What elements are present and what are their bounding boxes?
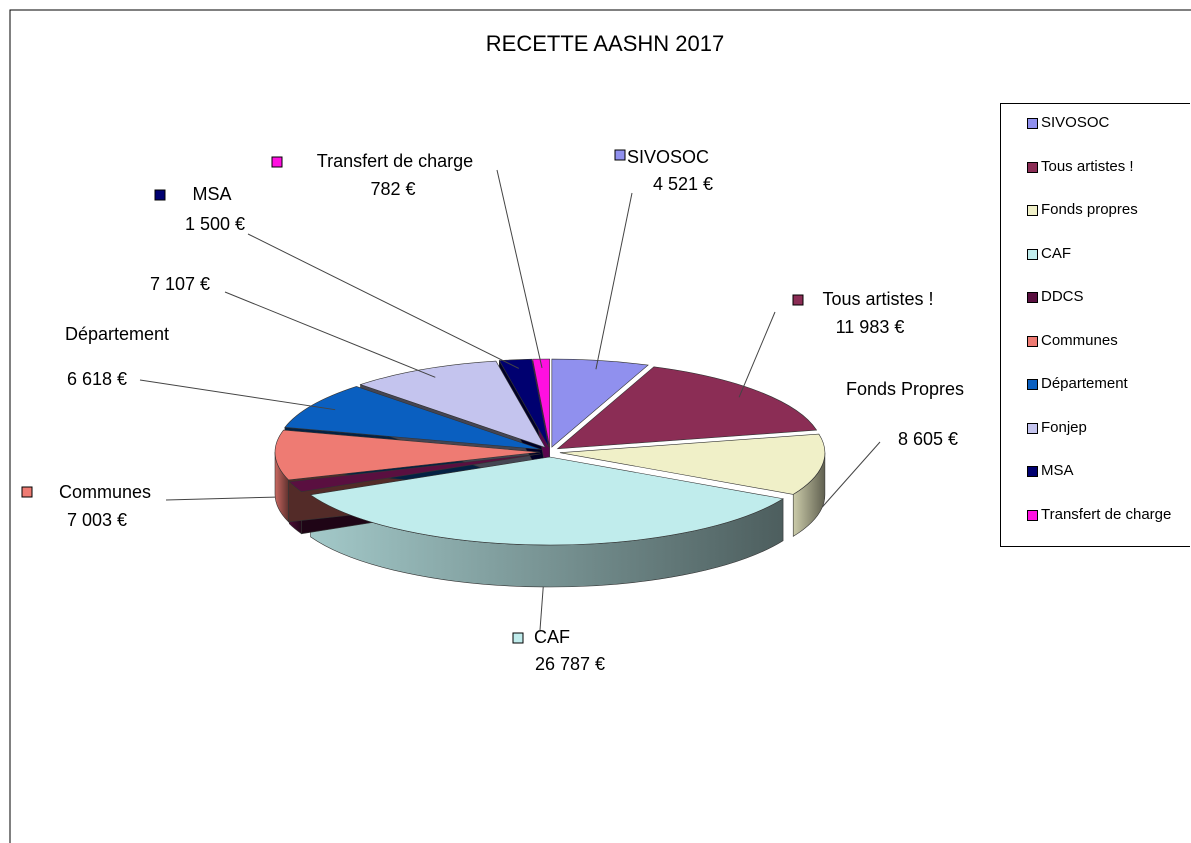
- slice-label: Communes: [59, 482, 151, 502]
- slice-label: Transfert de charge: [317, 151, 473, 171]
- legend-label: MSA: [1041, 462, 1074, 479]
- legend-swatch: [1027, 335, 1038, 347]
- legend-item: Transfert de charge: [1027, 505, 1177, 549]
- label-swatch: [614, 149, 626, 161]
- legend-swatch: [1027, 205, 1038, 216]
- legend-label: CAF: [1041, 244, 1071, 262]
- label-swatch: [271, 156, 283, 168]
- slice: [274, 429, 541, 481]
- value-label: 7 107 €: [150, 274, 210, 294]
- leader-line: [224, 291, 436, 378]
- leader-line: [496, 169, 543, 368]
- legend-label: SIVOSOC: [1041, 114, 1110, 131]
- leader-line: [821, 441, 881, 508]
- legend-swatch: [1027, 118, 1038, 129]
- legend-item: Département: [1027, 374, 1177, 418]
- leader-line: [738, 311, 776, 398]
- legend-item: SIVOSOC: [1027, 113, 1177, 157]
- label-swatch: [512, 632, 524, 644]
- legend-item: CAF: [1027, 244, 1177, 288]
- legend-label: Communes: [1041, 331, 1118, 349]
- legend-item: Tous artistes !: [1027, 157, 1177, 201]
- legend: SIVOSOC Tous artistes ! Fonds propres CAF DD…: [1000, 103, 1190, 547]
- slice-label: MSA: [192, 184, 231, 204]
- label-swatch: [792, 294, 804, 306]
- slice: [284, 386, 542, 450]
- legend-item: Communes: [1027, 331, 1177, 375]
- slice-label: CAF: [534, 627, 570, 647]
- legend-item: DDCS: [1027, 287, 1177, 331]
- legend-label: Tous artistes !: [1041, 157, 1134, 175]
- legend-swatch: [1027, 509, 1038, 521]
- legend-item: Fonds propres: [1027, 200, 1177, 244]
- chart-title: RECETTE AASHN 2017: [486, 31, 724, 56]
- chart-frame: [9, 9, 1191, 843]
- legend-item: Fonjep: [1027, 418, 1177, 462]
- legend-swatch: [1027, 248, 1038, 260]
- legend-swatch: [1027, 161, 1038, 173]
- value-label: 8 605 €: [898, 429, 958, 449]
- legend-swatch: [1027, 379, 1038, 390]
- legend-label: DDCS: [1041, 288, 1084, 305]
- slice-label: SIVOSOC: [627, 147, 709, 167]
- slice: [556, 366, 818, 450]
- slice-label: Département: [65, 324, 169, 344]
- legend-label: Fonjep: [1041, 418, 1087, 436]
- value-label: 7 003 €: [67, 510, 127, 530]
- slice: [551, 358, 649, 448]
- value-label: 4 521 €: [653, 174, 713, 194]
- leader-line: [595, 192, 633, 370]
- slice: [288, 453, 541, 493]
- legend-item: MSA: [1027, 461, 1177, 505]
- slice: [559, 433, 826, 495]
- slice-label: Fonds Propres: [846, 379, 964, 399]
- legend-label: Fonds propres: [1041, 201, 1138, 218]
- slice: [309, 456, 784, 546]
- slice: [359, 360, 547, 449]
- legend-label: Département: [1041, 375, 1128, 392]
- legend-label: Transfert de charge: [1041, 505, 1172, 523]
- legend-swatch: [1027, 422, 1038, 434]
- slice: [498, 358, 550, 448]
- value-label: 6 618 €: [67, 369, 127, 389]
- value-label: 26 787 €: [535, 654, 605, 674]
- legend-swatch: [1027, 292, 1038, 303]
- leader-line: [247, 233, 519, 369]
- label-swatch: [21, 486, 33, 498]
- value-label: 782 €: [370, 179, 415, 199]
- value-label: 1 500 €: [185, 214, 245, 234]
- leader-line: [165, 496, 276, 501]
- value-label: 11 983 €: [836, 317, 905, 337]
- label-swatch: [154, 189, 166, 201]
- legend-swatch: [1027, 466, 1038, 477]
- leader-line: [139, 379, 336, 411]
- slice-label: Tous artistes !: [822, 289, 933, 309]
- slice: [532, 358, 550, 448]
- leader-line: [539, 586, 544, 631]
